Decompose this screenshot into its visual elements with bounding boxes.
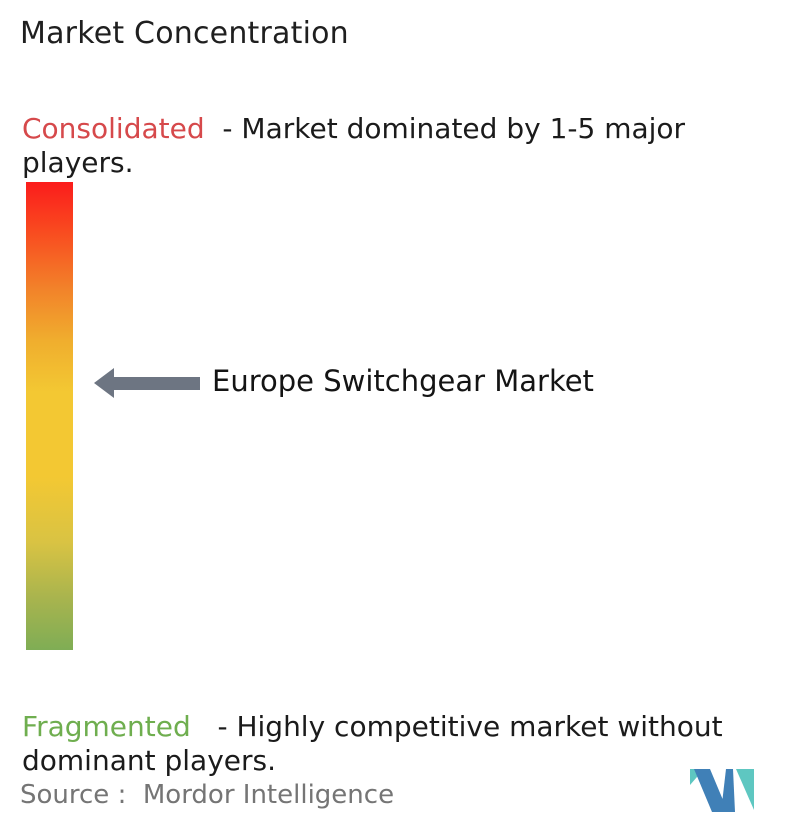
consolidated-paragraph: Consolidated - Market dominated by 1-5 m… xyxy=(22,112,742,180)
page-title: Market Concentration xyxy=(20,16,349,51)
callout-label: Europe Switchgear Market xyxy=(212,364,594,398)
consolidated-term: Consolidated xyxy=(22,112,205,145)
fragmented-paragraph: Fragmented - Highly competitive market w… xyxy=(22,710,792,778)
left-arrow-icon xyxy=(94,368,200,398)
source-attribution: Source : Mordor Intelligence xyxy=(20,780,395,810)
logo-teal-right-triangle xyxy=(736,769,754,810)
concentration-gradient-bar xyxy=(26,182,73,650)
logo-blue-diagonal xyxy=(694,769,728,812)
logo-blue-bar xyxy=(721,769,735,812)
fragmented-term: Fragmented xyxy=(22,710,191,743)
fragmented-description: - Highly competitive market without domi… xyxy=(22,710,732,777)
mordor-intelligence-logo xyxy=(690,769,754,812)
consolidated-description: - Market dominated by 1-5 major players. xyxy=(22,112,694,179)
